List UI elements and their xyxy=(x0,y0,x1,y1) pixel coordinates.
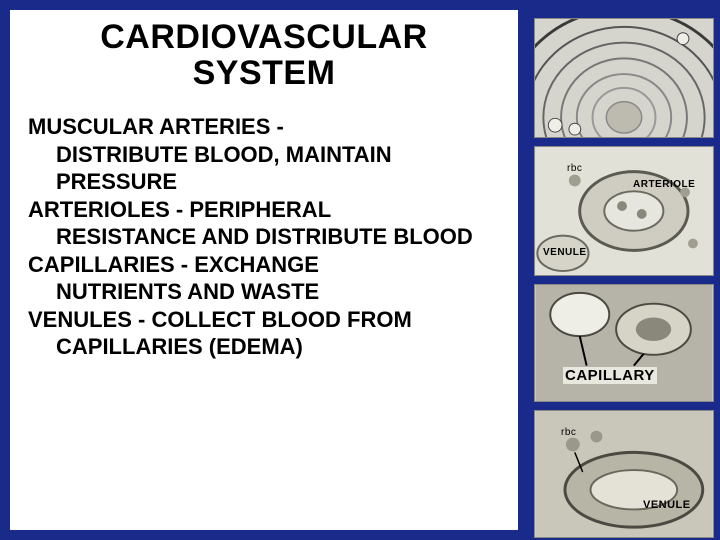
label-capillary: CAPILLARY xyxy=(563,367,657,384)
slide-body: MUSCULAR ARTERIES - DISTRIBUTE BLOOD, MA… xyxy=(28,113,500,361)
histology-image-capillary: CAPILLARY xyxy=(534,284,714,402)
item-4-rest: CAPILLARIES (EDEMA) xyxy=(28,333,500,361)
histology-image-arteriole: ARTERIOLE VENULE rbc xyxy=(534,146,714,276)
item-2-lead: ARTERIOLES - PERIPHERAL xyxy=(28,196,500,224)
histology-image-artery xyxy=(534,18,714,138)
item-3-lead: CAPILLARIES - EXCHANGE xyxy=(28,251,500,279)
histology-image-venule: VENULE rbc xyxy=(534,410,714,538)
label-venule-2: VENULE xyxy=(643,499,691,511)
item-4-lead: VENULES - COLLECT BLOOD FROM xyxy=(28,306,500,334)
item-2-rest: RESISTANCE AND DISTRIBUTE BLOOD xyxy=(28,223,500,251)
item-1-rest: DISTRIBUTE BLOOD, MAINTAIN PRESSURE xyxy=(28,141,500,196)
label-rbc-2: rbc xyxy=(561,427,576,438)
slide-title: CARDIOVASCULAR SYSTEM xyxy=(28,20,500,91)
item-3-rest: NUTRIENTS AND WASTE xyxy=(28,278,500,306)
slide-panel: CARDIOVASCULAR SYSTEM MUSCULAR ARTERIES … xyxy=(10,10,518,530)
label-rbc-1: rbc xyxy=(567,163,582,174)
label-arteriole: ARTERIOLE xyxy=(633,179,695,190)
item-1-lead: MUSCULAR ARTERIES - xyxy=(28,113,500,141)
image-column: ARTERIOLE VENULE rbc CAPILLARY VENULE rb… xyxy=(534,18,714,538)
label-venule: VENULE xyxy=(543,247,587,258)
